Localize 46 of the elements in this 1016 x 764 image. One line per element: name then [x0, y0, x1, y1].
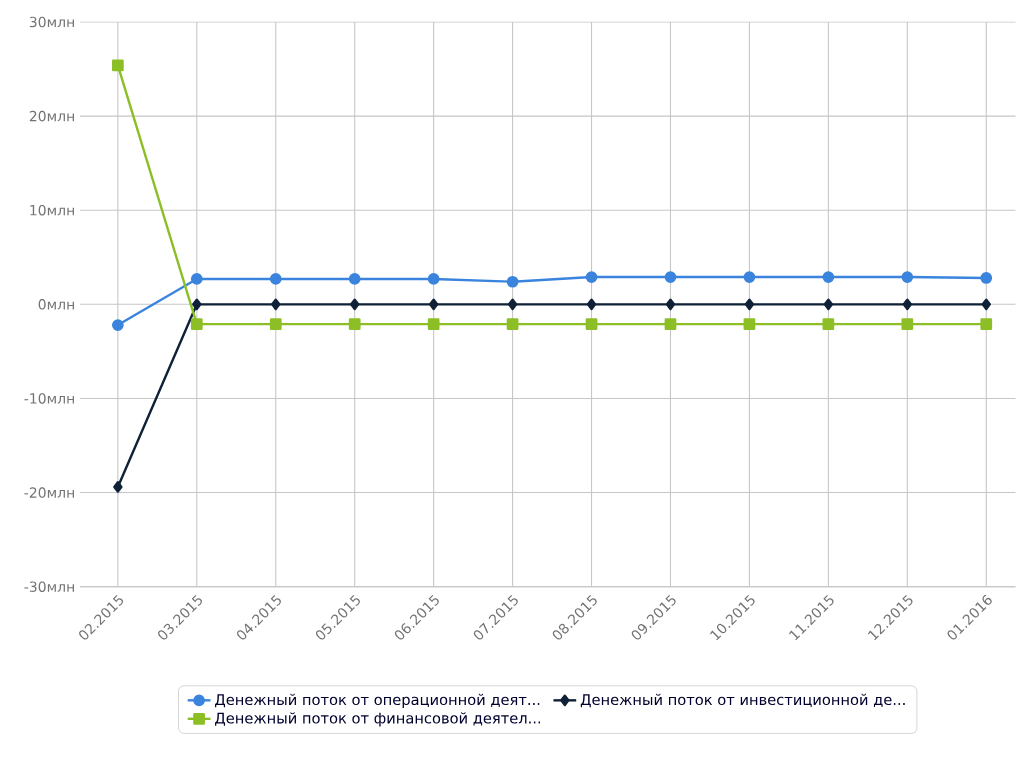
point: [980, 318, 993, 331]
point: [507, 298, 518, 311]
point: [822, 271, 835, 284]
point: [190, 318, 203, 331]
point: [585, 271, 598, 284]
point: [901, 318, 914, 331]
point: [427, 273, 440, 285]
point: [269, 318, 282, 331]
legend-label: Денежный поток от инвестиционной де...: [580, 694, 905, 708]
point: [743, 318, 756, 331]
point: [190, 273, 203, 285]
point: [506, 318, 519, 331]
point: [269, 273, 282, 285]
y-tick-label: 0млн: [38, 299, 74, 310]
point: [901, 271, 914, 284]
point: [348, 273, 361, 285]
y-tick-label: 30млн: [29, 16, 74, 28]
point: [664, 318, 677, 331]
legend-label: Денежный поток от операционной деят...: [215, 694, 540, 709]
point: [743, 271, 756, 284]
point: [980, 272, 993, 285]
y-tick-label: -30млн: [24, 581, 74, 593]
point: [665, 298, 676, 311]
point: [664, 271, 677, 284]
y-tick-label: -10млн: [24, 393, 74, 404]
point: [350, 298, 360, 311]
point: [981, 298, 991, 311]
point: [902, 298, 913, 311]
point: [428, 298, 439, 311]
point: [506, 276, 519, 288]
point: [744, 298, 755, 311]
point: [271, 298, 281, 311]
point: [348, 318, 361, 331]
point: [427, 318, 440, 331]
point: [585, 318, 598, 331]
point: [192, 298, 202, 311]
point: [111, 59, 124, 72]
point: [823, 298, 834, 311]
point: [586, 298, 597, 311]
point: [111, 319, 124, 332]
legend-label: Денежный поток от финансовой деятел...: [215, 712, 541, 727]
y-tick-label: 20млн: [29, 111, 74, 122]
y-tick-label: 10млн: [30, 205, 74, 216]
y-tick-label: -20млн: [24, 487, 74, 499]
point: [113, 481, 123, 493]
point: [822, 318, 835, 331]
